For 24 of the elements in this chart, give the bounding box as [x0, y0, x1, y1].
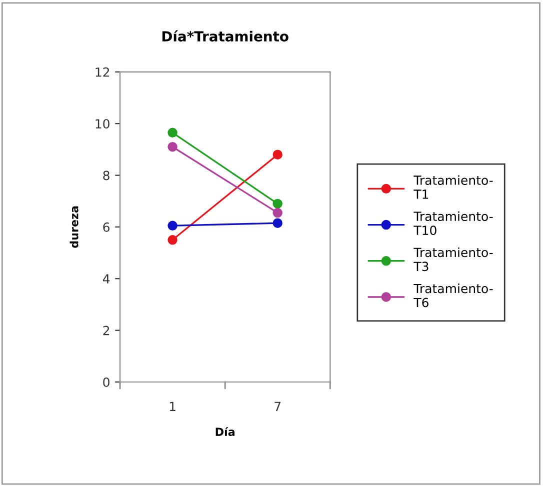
- x-axis-title: Día: [216, 426, 234, 436]
- chart-title: Día*Tratamiento: [162, 30, 288, 42]
- y-tick-label: 12: [96, 67, 110, 77]
- point: [168, 128, 178, 138]
- point: [272, 198, 282, 209]
- point: [168, 142, 178, 152]
- y-tick-label: 0: [103, 377, 110, 387]
- point: [168, 235, 178, 245]
- y-tick-label: 4: [102, 274, 110, 284]
- point: [272, 150, 282, 160]
- x-tick-label: 7: [274, 402, 281, 411]
- legend-label: Tratamiento-T10: [414, 211, 493, 236]
- legend-label: Tratamiento-T6: [414, 284, 493, 308]
- y-tick-label: 10: [96, 119, 110, 129]
- y-axis-title: dureza: [70, 206, 78, 248]
- y-tick-label: 8: [103, 170, 110, 180]
- point: [272, 208, 282, 218]
- y-tick-label: 2: [103, 326, 110, 336]
- x-tick-label: 1: [170, 402, 176, 411]
- point: [272, 218, 282, 228]
- legend-label: Tratamiento-T1: [414, 175, 493, 199]
- point: [168, 220, 178, 231]
- y-tick-label: 6: [103, 222, 110, 232]
- legend-label: Tratamiento-T3: [414, 247, 493, 272]
